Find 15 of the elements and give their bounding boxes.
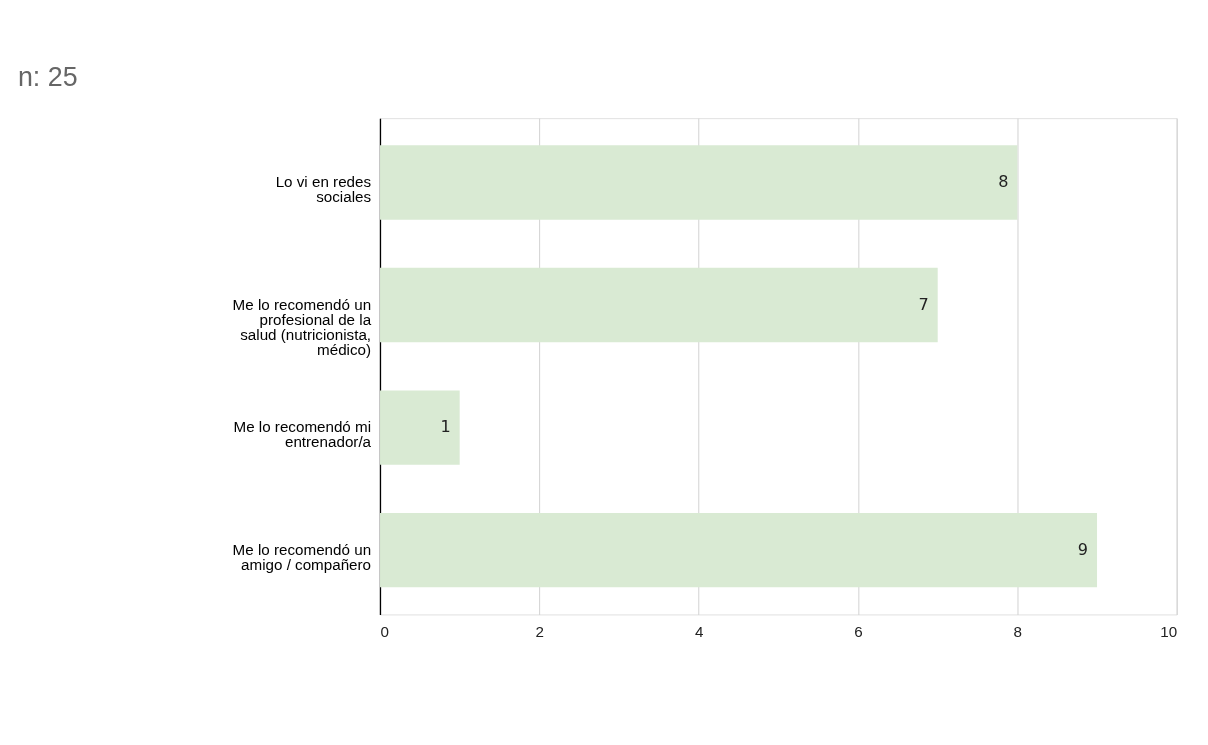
data-label: 7 [918,294,929,314]
x-tick-label: 8 [1013,623,1023,641]
data-label: 8 [998,172,1009,192]
y-tick-label: Me lo recomendó mi entrenador/a [233,418,372,451]
x-tick-label: 0 [380,623,389,641]
x-tick-label: 10 [1160,623,1178,641]
y-tick-label: Me lo recomendó un profesional de la salud (nutricionista, médico) [232,295,372,359]
x-tick-label: 2 [535,623,545,641]
data-label: 1 [440,417,451,437]
y-tick-label: Me lo recomendó un amigo / compañero [232,540,372,573]
x-tick-label: 4 [694,623,704,641]
data-label: 9 [1077,539,1089,559]
x-tick-label: 6 [854,623,863,641]
y-tick-label: Lo vi en redes sociales [275,173,372,206]
text: n: 25 [17,62,78,93]
